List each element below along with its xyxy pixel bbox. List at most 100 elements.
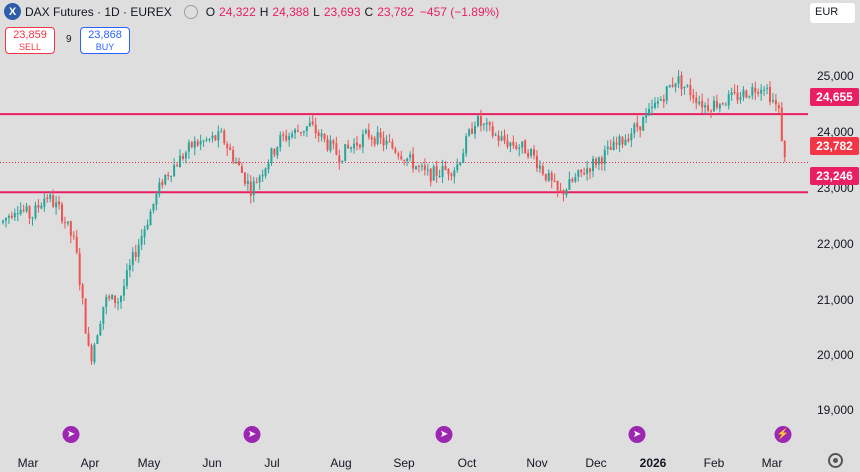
candle-body bbox=[627, 138, 630, 142]
open-label: O bbox=[205, 4, 216, 19]
candle-body bbox=[161, 181, 164, 186]
candle-body bbox=[146, 224, 149, 230]
support-price-tag[interactable]: 23,246 bbox=[810, 167, 859, 185]
last-price-tag[interactable]: 23,782 bbox=[810, 137, 859, 155]
candle-body bbox=[535, 155, 538, 169]
candle-body bbox=[589, 168, 592, 172]
market-status-icon[interactable] bbox=[183, 4, 198, 19]
candle-body bbox=[4, 217, 7, 221]
candle-body bbox=[376, 132, 379, 144]
sell-price: 23,859 bbox=[13, 29, 47, 41]
candle-body bbox=[594, 158, 597, 166]
candle-body bbox=[388, 141, 391, 143]
candle-body bbox=[780, 107, 783, 142]
low-value: 23,693 bbox=[323, 4, 361, 19]
candle-body bbox=[677, 76, 680, 84]
resistance-price-tag[interactable]: 24,655 bbox=[810, 88, 859, 106]
candle-body bbox=[494, 134, 497, 136]
candle-body bbox=[202, 140, 205, 142]
buy-button[interactable]: 23,868 BUY bbox=[80, 27, 130, 54]
candle-body bbox=[689, 85, 692, 96]
candle-body bbox=[46, 197, 49, 199]
symbol-logo-icon[interactable]: X bbox=[4, 3, 21, 20]
candle-body bbox=[58, 201, 61, 205]
candle-body bbox=[456, 164, 459, 171]
candle-body bbox=[308, 122, 311, 127]
candle-body bbox=[243, 172, 246, 184]
candle-body bbox=[592, 158, 594, 172]
candle-body bbox=[600, 157, 603, 164]
candle-body bbox=[208, 139, 211, 141]
price-axis[interactable] bbox=[808, 0, 860, 449]
candle-body bbox=[736, 92, 739, 101]
candle-body bbox=[52, 195, 55, 207]
month-label: 2026 bbox=[639, 456, 667, 470]
candle-body bbox=[651, 106, 653, 109]
candle-body bbox=[524, 140, 527, 154]
candle-body bbox=[420, 165, 423, 167]
candle-body bbox=[459, 162, 462, 165]
candle-body bbox=[137, 244, 140, 257]
candle-body bbox=[320, 133, 323, 137]
flash-event-icon[interactable]: ⚡ bbox=[774, 426, 792, 443]
candle-body bbox=[28, 206, 31, 219]
candle-body bbox=[583, 173, 586, 175]
candle-body bbox=[170, 175, 173, 177]
month-label: Oct bbox=[457, 456, 477, 470]
candle-body bbox=[766, 87, 769, 89]
time-axis[interactable] bbox=[0, 449, 860, 472]
close-label: C bbox=[364, 4, 374, 19]
candle-body bbox=[232, 149, 235, 162]
candle-body bbox=[361, 134, 364, 148]
candle-body bbox=[476, 116, 479, 127]
candle-body bbox=[468, 129, 471, 136]
currency-selector[interactable]: EUR bbox=[810, 3, 855, 23]
symbol-title[interactable]: DAX Futures · 1D · EUREX bbox=[25, 4, 172, 19]
candle-body bbox=[491, 126, 494, 136]
candle-body bbox=[394, 148, 397, 153]
candle-body bbox=[565, 189, 568, 196]
candle-body bbox=[462, 153, 465, 163]
buy-label: BUY bbox=[95, 42, 115, 52]
candle-body bbox=[562, 190, 565, 195]
candle-body bbox=[760, 89, 763, 94]
candle-body bbox=[777, 105, 780, 109]
dividend-event-icon[interactable]: ➤ bbox=[628, 426, 646, 443]
candle-body bbox=[252, 181, 255, 196]
candle-body bbox=[347, 144, 350, 149]
candle-body bbox=[356, 142, 358, 146]
month-label: Mar bbox=[761, 456, 783, 470]
candle-body bbox=[674, 83, 677, 88]
settings-gear-icon[interactable] bbox=[828, 453, 843, 468]
candle-body bbox=[521, 141, 524, 148]
candle-body bbox=[727, 94, 730, 106]
month-label: Mar bbox=[17, 456, 39, 470]
candle-body bbox=[111, 294, 114, 300]
candle-body bbox=[40, 205, 43, 209]
candle-body bbox=[205, 139, 208, 141]
high-value: 24,388 bbox=[272, 4, 310, 19]
candle-body bbox=[7, 216, 10, 218]
candle-body bbox=[214, 135, 217, 141]
candle-body bbox=[131, 252, 134, 266]
price-tick: 24,000 bbox=[817, 125, 854, 139]
month-label: Aug bbox=[330, 456, 352, 470]
candle-body bbox=[544, 173, 547, 181]
candle-body bbox=[441, 166, 444, 177]
candle-body bbox=[173, 165, 176, 177]
candle-body bbox=[597, 157, 600, 165]
candle-body bbox=[429, 168, 432, 182]
chart-area[interactable] bbox=[0, 0, 808, 449]
sell-button[interactable]: 23,859 SELL bbox=[5, 27, 55, 54]
candlestick-chart[interactable] bbox=[0, 0, 808, 449]
candle-body bbox=[559, 189, 562, 191]
dividend-event-icon[interactable]: ➤ bbox=[62, 426, 80, 443]
candle-body bbox=[294, 129, 297, 134]
candle-body bbox=[341, 160, 344, 163]
candle-body bbox=[179, 155, 181, 168]
dividend-event-icon[interactable]: ➤ bbox=[243, 426, 261, 443]
candle-body bbox=[81, 284, 84, 299]
candle-body bbox=[453, 170, 456, 177]
symbol-legend: X DAX Futures · 1D · EUREX O 24,322 H 24,3… bbox=[4, 3, 499, 20]
dividend-event-icon[interactable]: ➤ bbox=[435, 426, 453, 443]
